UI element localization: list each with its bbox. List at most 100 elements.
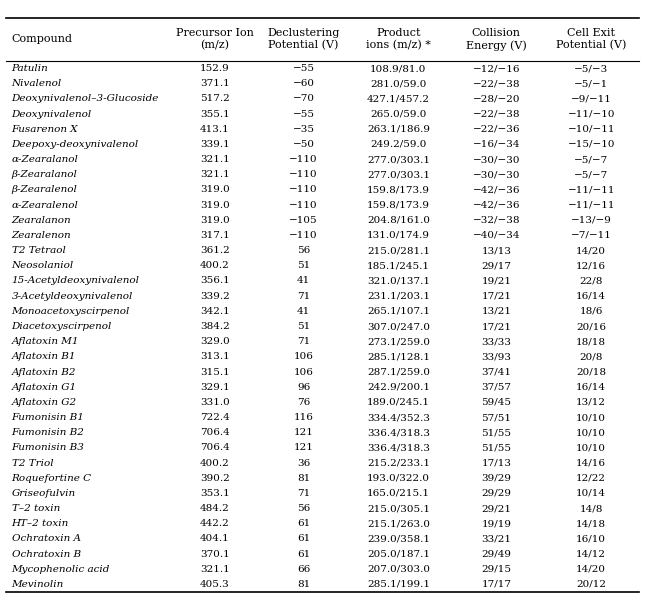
Text: 41: 41 — [297, 276, 310, 285]
Text: Ochratoxin B: Ochratoxin B — [12, 550, 81, 559]
Text: 61: 61 — [297, 519, 310, 528]
Text: 273.1/259.0: 273.1/259.0 — [367, 337, 430, 346]
Text: 159.8/173.9: 159.8/173.9 — [367, 185, 430, 194]
Text: 36: 36 — [297, 459, 310, 468]
Text: Cell Exit
Potential (V): Cell Exit Potential (V) — [556, 29, 626, 50]
Text: β-Zearalanol: β-Zearalanol — [12, 170, 77, 179]
Text: Nivalenol: Nivalenol — [12, 80, 62, 89]
Text: 81: 81 — [297, 580, 310, 589]
Text: 336.4/318.3: 336.4/318.3 — [367, 443, 430, 452]
Text: −11/−10: −11/−10 — [568, 109, 615, 118]
Text: 61: 61 — [297, 535, 310, 544]
Text: −11/−11: −11/−11 — [568, 185, 615, 194]
Text: β-Zearalenol: β-Zearalenol — [12, 185, 77, 194]
Text: 39/29: 39/29 — [481, 474, 511, 483]
Text: 51/55: 51/55 — [481, 443, 511, 452]
Text: 10/10: 10/10 — [576, 413, 606, 422]
Text: Mycophenolic acid: Mycophenolic acid — [12, 565, 110, 573]
Text: 317.1: 317.1 — [200, 231, 230, 240]
Text: 215.0/305.1: 215.0/305.1 — [367, 504, 430, 513]
Text: 321.1: 321.1 — [200, 170, 230, 179]
Text: 96: 96 — [297, 383, 310, 392]
Text: T–2 toxin: T–2 toxin — [12, 504, 60, 513]
Text: 3-Acetyldeoxynivalenol: 3-Acetyldeoxynivalenol — [12, 292, 133, 301]
Text: Neosolaniol: Neosolaniol — [12, 261, 74, 270]
Text: 33/21: 33/21 — [481, 535, 511, 544]
Text: −35: −35 — [293, 125, 315, 134]
Text: −5/−3: −5/−3 — [574, 64, 608, 73]
Text: 334.4/352.3: 334.4/352.3 — [367, 413, 430, 422]
Text: −30/−30: −30/−30 — [473, 170, 520, 179]
Text: −110: −110 — [289, 155, 318, 164]
Text: −9/−11: −9/−11 — [571, 94, 611, 103]
Text: 22/8: 22/8 — [579, 276, 603, 285]
Text: 121: 121 — [293, 428, 313, 437]
Text: 405.3: 405.3 — [200, 580, 230, 589]
Text: 204.8/161.0: 204.8/161.0 — [367, 216, 430, 225]
Text: 33/93: 33/93 — [481, 352, 511, 361]
Text: 207.0/303.0: 207.0/303.0 — [367, 565, 430, 573]
Text: 108.9/81.0: 108.9/81.0 — [370, 64, 426, 73]
Text: 152.9: 152.9 — [200, 64, 230, 73]
Text: 17/17: 17/17 — [481, 580, 511, 589]
Text: 319.0: 319.0 — [200, 201, 230, 210]
Text: 706.4: 706.4 — [200, 428, 230, 437]
Text: 20/12: 20/12 — [576, 580, 606, 589]
Text: Griseofulvin: Griseofulvin — [12, 489, 75, 498]
Text: 231.1/203.1: 231.1/203.1 — [367, 292, 430, 301]
Text: 281.0/59.0: 281.0/59.0 — [370, 80, 426, 89]
Text: 29/29: 29/29 — [481, 489, 511, 498]
Text: 185.1/245.1: 185.1/245.1 — [367, 261, 430, 270]
Text: 342.1: 342.1 — [200, 307, 230, 316]
Text: 66: 66 — [297, 565, 310, 573]
Text: 355.1: 355.1 — [200, 109, 230, 118]
Text: 14/12: 14/12 — [576, 550, 606, 559]
Text: 353.1: 353.1 — [200, 489, 230, 498]
Text: 356.1: 356.1 — [200, 276, 230, 285]
Text: Aflatoxin G2: Aflatoxin G2 — [12, 398, 77, 407]
Text: 287.1/259.0: 287.1/259.0 — [367, 368, 430, 377]
Text: 71: 71 — [297, 292, 310, 301]
Text: 189.0/245.1: 189.0/245.1 — [367, 398, 430, 407]
Text: 18/18: 18/18 — [576, 337, 606, 346]
Text: Aflatoxin M1: Aflatoxin M1 — [12, 337, 79, 346]
Text: 329.0: 329.0 — [200, 337, 230, 346]
Text: Fumonisin B1: Fumonisin B1 — [12, 413, 84, 422]
Text: 13/12: 13/12 — [576, 398, 606, 407]
Text: −50: −50 — [293, 140, 315, 149]
Text: 10/10: 10/10 — [576, 443, 606, 452]
Text: −110: −110 — [289, 170, 318, 179]
Text: 313.1: 313.1 — [200, 352, 230, 361]
Text: 331.0: 331.0 — [200, 398, 230, 407]
Text: 14/20: 14/20 — [576, 565, 606, 573]
Text: −42/−36: −42/−36 — [473, 201, 520, 210]
Text: 29/21: 29/21 — [481, 504, 511, 513]
Text: Product
ions (m/z) *: Product ions (m/z) * — [366, 29, 431, 50]
Text: 404.1: 404.1 — [200, 535, 230, 544]
Text: 722.4: 722.4 — [200, 413, 230, 422]
Text: 321.1: 321.1 — [200, 155, 230, 164]
Text: 384.2: 384.2 — [200, 322, 230, 331]
Text: Fumonisin B2: Fumonisin B2 — [12, 428, 84, 437]
Text: 15-Acetyldeoxynivalenol: 15-Acetyldeoxynivalenol — [12, 276, 139, 285]
Text: 37/57: 37/57 — [481, 383, 511, 392]
Text: −110: −110 — [289, 185, 318, 194]
Text: Monoacetoxyscirpenol: Monoacetoxyscirpenol — [12, 307, 130, 316]
Text: Ochratoxin A: Ochratoxin A — [12, 535, 81, 544]
Text: −5/−1: −5/−1 — [574, 80, 608, 89]
Text: 321.0/137.1: 321.0/137.1 — [367, 276, 430, 285]
Text: 20/16: 20/16 — [576, 322, 606, 331]
Text: T2 Triol: T2 Triol — [12, 459, 54, 468]
Text: 370.1: 370.1 — [200, 550, 230, 559]
Text: −10/−11: −10/−11 — [568, 125, 615, 134]
Text: 14/18: 14/18 — [576, 519, 606, 528]
Text: α-Zearalanol: α-Zearalanol — [12, 155, 79, 164]
Text: 51/55: 51/55 — [481, 428, 511, 437]
Text: Aflatoxin B1: Aflatoxin B1 — [12, 352, 76, 361]
Text: 517.2: 517.2 — [200, 94, 230, 103]
Text: 277.0/303.1: 277.0/303.1 — [367, 170, 430, 179]
Text: Declustering
Potential (V): Declustering Potential (V) — [267, 29, 340, 50]
Text: α-Zearalenol: α-Zearalenol — [12, 201, 79, 210]
Text: 215.1/263.0: 215.1/263.0 — [367, 519, 430, 528]
Text: −105: −105 — [289, 216, 318, 225]
